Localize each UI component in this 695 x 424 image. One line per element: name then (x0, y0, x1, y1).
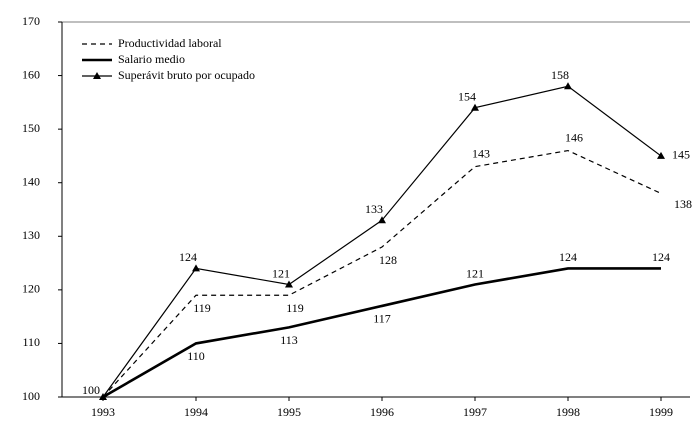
legend-label: Productividad laboral (118, 36, 222, 50)
marker (192, 264, 200, 272)
y-tick-label: 100 (22, 389, 40, 403)
legend-label: Superávit bruto por ocupado (118, 68, 255, 82)
series-line (102, 267, 661, 399)
y-tick-label: 110 (22, 335, 40, 349)
data-label: 124 (559, 250, 577, 264)
x-tick-label: 1999 (649, 405, 673, 419)
data-label: 121 (272, 266, 290, 280)
marker (285, 280, 293, 288)
legend-label: Salario medio (118, 52, 185, 66)
data-label: 124 (179, 250, 197, 264)
data-label: 117 (373, 312, 391, 326)
data-label: 158 (551, 68, 569, 82)
data-label: 100 (82, 383, 100, 397)
data-label: 145 (672, 148, 690, 162)
data-label: 110 (187, 349, 205, 363)
x-tick-label: 1995 (277, 405, 301, 419)
data-label: 124 (652, 250, 670, 264)
marker (564, 82, 572, 90)
data-label: 128 (379, 253, 397, 267)
data-label: 119 (286, 301, 304, 315)
x-tick-label: 1996 (370, 405, 394, 419)
data-label: 113 (280, 333, 298, 347)
legend-marker (93, 72, 101, 79)
marker (471, 103, 479, 111)
x-tick-label: 1993 (91, 405, 115, 419)
series-line (102, 149, 662, 398)
y-tick-label: 140 (22, 174, 40, 188)
y-tick-label: 120 (22, 282, 40, 296)
y-tick-label: 150 (22, 121, 40, 135)
data-label: 133 (365, 202, 383, 216)
y-tick-label: 160 (22, 67, 40, 81)
marker (657, 151, 665, 159)
x-tick-label: 1998 (556, 405, 580, 419)
data-label: 121 (466, 266, 484, 280)
marker (378, 216, 386, 224)
marker (99, 393, 107, 400)
data-label: 119 (193, 301, 211, 315)
y-tick-label: 130 (22, 228, 40, 242)
x-tick-label: 1997 (463, 405, 487, 419)
data-label: 154 (458, 89, 476, 103)
y-tick-label: 170 (22, 14, 40, 28)
data-label: 143 (472, 146, 490, 160)
data-label: 146 (565, 130, 583, 144)
data-label: 138 (674, 197, 692, 211)
x-tick-label: 1994 (184, 405, 208, 419)
